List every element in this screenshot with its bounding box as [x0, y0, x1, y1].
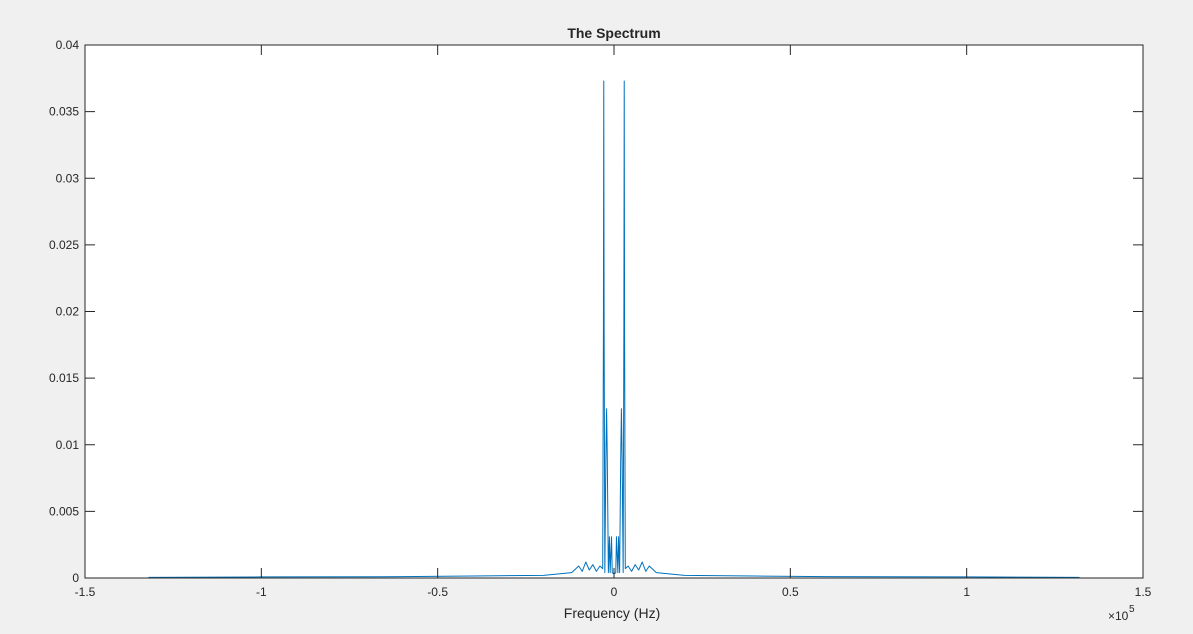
x-tick-label: -0.5 [427, 585, 448, 599]
y-tick-label: 0.04 [56, 38, 80, 52]
y-tick-label: 0.015 [49, 371, 79, 385]
axes-box [84, 44, 1144, 579]
x-exponent-base: ×10 [1108, 609, 1129, 623]
x-tick-label: -1.5 [75, 585, 96, 599]
x-tick-label: 1.5 [1135, 585, 1152, 599]
chart-title: The Spectrum [567, 25, 660, 41]
x-axis-label: Frequency (Hz) [564, 605, 660, 621]
y-tick-label: 0.03 [56, 171, 80, 185]
x-tick-label: 0.5 [782, 585, 799, 599]
y-tick-label: 0.02 [56, 305, 80, 319]
axes-background [85, 45, 1143, 578]
x-exponent-power: 5 [1129, 604, 1135, 615]
y-tick-label: 0.01 [56, 438, 80, 452]
y-tick-label: 0.035 [49, 105, 79, 119]
x-tick-label: 0 [611, 585, 618, 599]
y-tick-label: 0.005 [49, 504, 79, 518]
y-tick-label: 0 [72, 571, 79, 585]
x-tick-label: -1 [256, 585, 267, 599]
x-tick-label: 1 [963, 585, 970, 599]
y-tick-label: 0.025 [49, 238, 79, 252]
